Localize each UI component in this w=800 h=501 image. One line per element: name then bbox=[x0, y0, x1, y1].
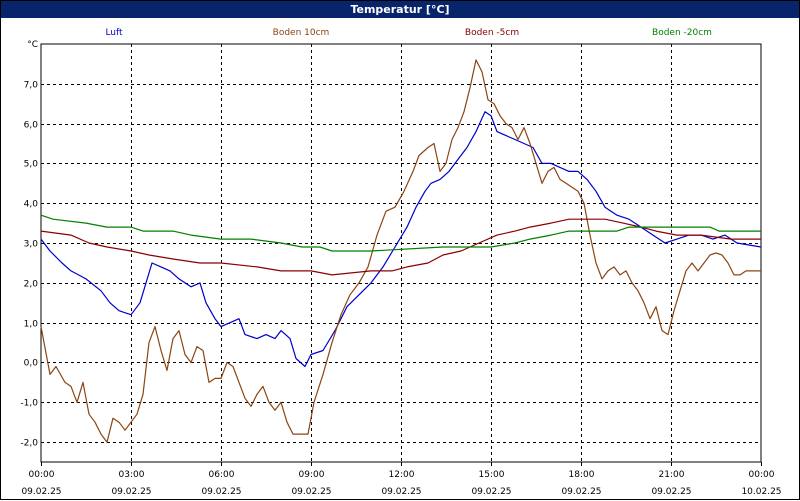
y-tick-label: 0,0 bbox=[24, 359, 39, 369]
x-tick-date: 09.02.25 bbox=[291, 487, 331, 497]
x-tick-time: 15:00 bbox=[479, 470, 505, 480]
y-tick-label: 7,0 bbox=[24, 81, 39, 91]
legend-entry-0: Luft bbox=[105, 28, 123, 38]
y-tick-label: -2,0 bbox=[20, 439, 38, 449]
x-tick-date: 10.02.25 bbox=[741, 487, 781, 497]
y-tick-label: 6,0 bbox=[24, 121, 39, 131]
x-tick-time: 12:00 bbox=[389, 470, 415, 480]
x-tick-time: 18:00 bbox=[569, 470, 595, 480]
x-tick-time: 21:00 bbox=[659, 470, 685, 480]
y-tick-label: 3,0 bbox=[24, 240, 39, 250]
x-tick-time: 09:00 bbox=[299, 470, 325, 480]
series-line-2 bbox=[40, 218, 761, 276]
y-axis-label: °C bbox=[27, 40, 38, 50]
x-tick-date: 09.02.25 bbox=[201, 487, 241, 497]
x-tick-date: 09.02.25 bbox=[651, 487, 691, 497]
series-line-1 bbox=[40, 59, 761, 443]
y-tick-label: 1,0 bbox=[24, 320, 39, 330]
x-tick-time: 03:00 bbox=[119, 470, 145, 480]
y-tick-label: 5,0 bbox=[24, 160, 39, 170]
legend-entry-2: Boden -5cm bbox=[465, 28, 519, 38]
series-line-3 bbox=[40, 214, 761, 252]
y-tick-label: -1,0 bbox=[20, 399, 38, 409]
x-tick-time: 00:00 bbox=[749, 470, 775, 480]
window-title: Temperatur [°C] bbox=[1, 1, 799, 18]
x-tick-date: 09.02.25 bbox=[561, 487, 601, 497]
y-tick-label: 4,0 bbox=[24, 200, 39, 210]
x-tick-date: 09.02.25 bbox=[111, 487, 151, 497]
x-tick-date: 09.02.25 bbox=[21, 487, 61, 497]
x-tick-date: 09.02.25 bbox=[381, 487, 421, 497]
x-tick-date: 09.02.25 bbox=[471, 487, 511, 497]
legend-entry-1: Boden 10cm bbox=[273, 28, 330, 38]
x-tick-time: 06:00 bbox=[209, 470, 235, 480]
legend-entry-3: Boden -20cm bbox=[652, 28, 712, 38]
x-tick-time: 00:00 bbox=[29, 470, 55, 480]
y-tick-label: 2,0 bbox=[24, 280, 39, 290]
series-line-0 bbox=[40, 111, 762, 368]
